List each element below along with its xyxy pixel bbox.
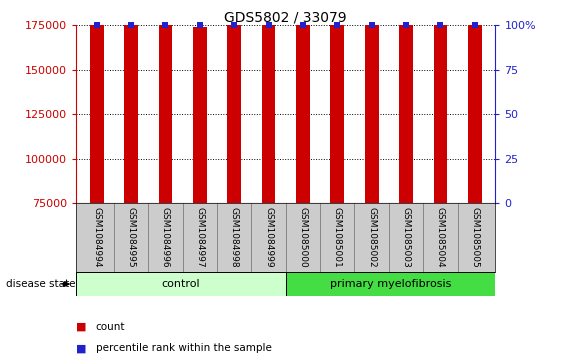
Text: GSM1085002: GSM1085002 — [367, 207, 376, 268]
Bar — [262, 0, 275, 203]
Text: GSM1084996: GSM1084996 — [161, 207, 170, 268]
Text: percentile rank within the sample: percentile rank within the sample — [96, 343, 271, 354]
Bar — [90, 0, 104, 203]
Text: disease state: disease state — [6, 279, 75, 289]
Text: GSM1085003: GSM1085003 — [401, 207, 410, 268]
Text: count: count — [96, 322, 125, 332]
Bar — [468, 0, 482, 203]
Bar — [330, 0, 344, 203]
Bar — [124, 0, 138, 203]
Bar — [76, 272, 286, 296]
Bar — [227, 0, 241, 203]
Bar — [296, 0, 310, 203]
Bar — [193, 27, 207, 203]
Text: ■: ■ — [76, 343, 87, 354]
Bar — [159, 0, 172, 203]
Bar — [399, 0, 413, 203]
Text: GSM1085004: GSM1085004 — [436, 207, 445, 268]
Title: GDS5802 / 33079: GDS5802 / 33079 — [225, 10, 347, 24]
Text: GSM1084999: GSM1084999 — [264, 207, 273, 268]
Text: control: control — [162, 279, 200, 289]
Bar — [365, 0, 378, 203]
Bar — [434, 0, 448, 203]
Text: ■: ■ — [76, 322, 87, 332]
Bar — [286, 272, 495, 296]
Text: GSM1084997: GSM1084997 — [195, 207, 204, 268]
Text: GSM1085005: GSM1085005 — [470, 207, 479, 268]
Text: GSM1084998: GSM1084998 — [230, 207, 239, 268]
Text: GSM1084994: GSM1084994 — [92, 207, 101, 267]
Text: GSM1085000: GSM1085000 — [298, 207, 307, 268]
Text: GSM1085001: GSM1085001 — [333, 207, 342, 268]
Text: GSM1084995: GSM1084995 — [127, 207, 136, 268]
Text: primary myelofibrosis: primary myelofibrosis — [330, 279, 452, 289]
